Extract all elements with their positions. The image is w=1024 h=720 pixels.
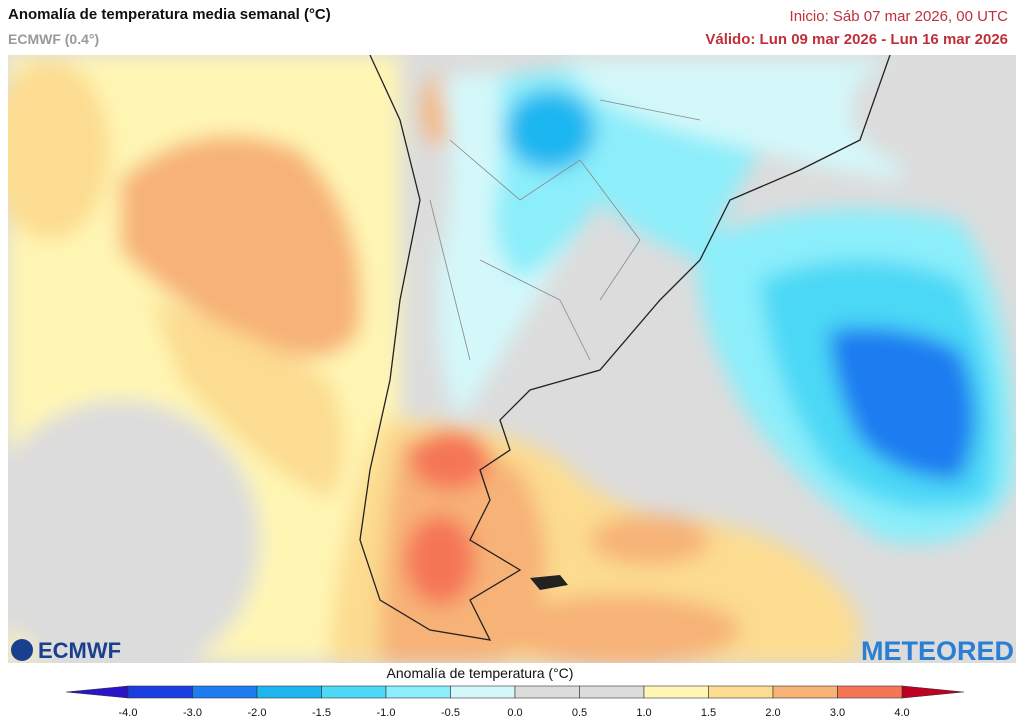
colorbar-bin [256,685,322,699]
colorbar-bin [643,685,709,699]
colorbar-bin [708,685,774,699]
colorbar-tick-label: -2.0 [248,707,267,719]
logo-ecmwf: ECMWF [11,638,121,663]
colorbar-tick-label: 0.5 [572,707,587,719]
colorbar-tick-label: -0.5 [441,707,460,719]
colorbar-bin [450,685,516,699]
colorbar-tick-label: 0.0 [507,707,522,719]
colorbar-tick-label: 1.0 [636,707,651,719]
logo-left: ECMWF [38,638,121,663]
colorbar-bin [837,685,903,699]
colorbar-tick-label: -4.0 [119,707,138,719]
title: Anomalía de temperatura media semanal (°… [8,6,331,23]
anomaly-field [8,55,1016,663]
colorbar-bin [772,685,838,699]
colorbar-tick-label: 2.0 [765,707,780,719]
colorbar-tick-label: -1.5 [312,707,331,719]
islands [530,575,568,590]
colorbar: -4.0 -3.0 -2.0 -1.5 -1.0 -0.5 0.0 0.5 1.0 1.5 2.0 3… [65,685,965,719]
colorbar-low [65,685,129,699]
colorbar-tick-label: 4.0 [894,707,909,719]
coastline [359,55,891,641]
colorbar-tick-label: 1.5 [701,707,716,719]
colorbar-bin [127,685,193,699]
init-time: Inicio: Sáb 07 mar 2026, 00 UTC [789,8,1008,25]
colorbar-title: Anomalía de temperatura (°C) [387,665,574,681]
valid-time: Válido: Lun 09 mar 2026 - Lun 16 mar 202… [705,31,1008,48]
colorbar-tick-label: -3.0 [183,707,202,719]
colorbar-bin [514,685,580,699]
logo-right: METEORED [861,636,1014,666]
colorbar-bin [385,685,451,699]
colorbar-bin [321,685,387,699]
colorbar-tick-label: 3.0 [830,707,845,719]
colorbar-bin [579,685,645,699]
subtitle: ECMWF (0.4°) [8,31,100,47]
colorbar-tick-label: -1.0 [377,707,396,719]
colorbar-high [901,685,965,699]
borders [429,99,701,361]
colorbar-bin [192,685,258,699]
